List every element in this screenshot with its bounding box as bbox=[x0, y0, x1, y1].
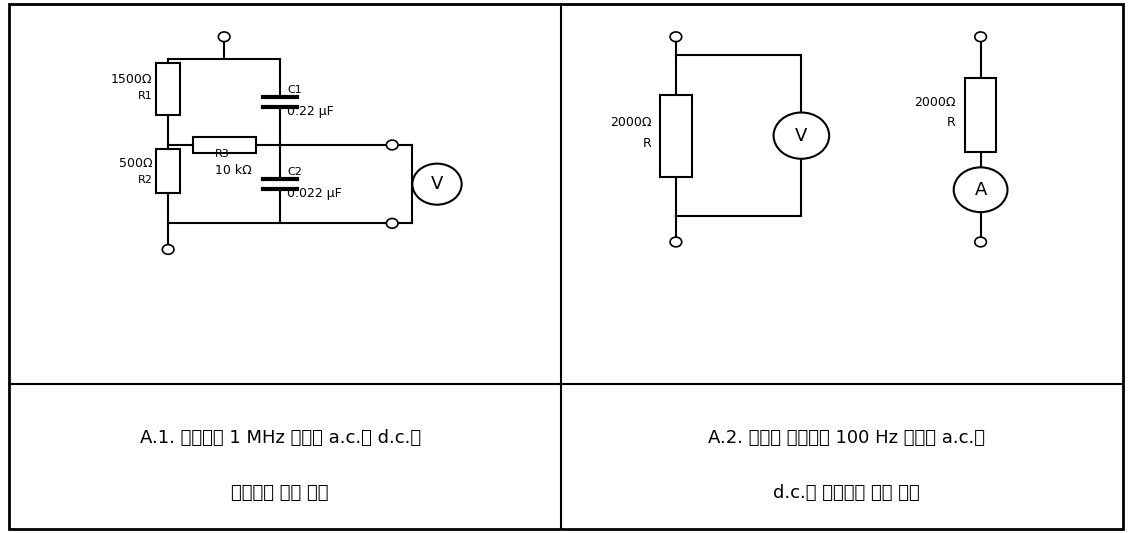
Bar bbox=[156, 149, 180, 193]
Text: R: R bbox=[643, 136, 651, 150]
Text: R1: R1 bbox=[138, 92, 153, 101]
Text: 사용하는 측정 회로: 사용하는 측정 회로 bbox=[231, 484, 329, 502]
Text: 0.22 μF: 0.22 μF bbox=[286, 105, 334, 118]
Text: R: R bbox=[947, 116, 955, 129]
Text: 2000Ω: 2000Ω bbox=[915, 95, 955, 109]
Circle shape bbox=[670, 237, 681, 247]
Text: 500Ω: 500Ω bbox=[119, 157, 153, 170]
Circle shape bbox=[953, 167, 1007, 212]
Bar bbox=[156, 63, 180, 115]
Text: A.2. 정현파 주파수가 100 Hz 이하인 a.c.와: A.2. 정현파 주파수가 100 Hz 이하인 a.c.와 bbox=[708, 429, 985, 447]
Circle shape bbox=[386, 140, 398, 150]
Text: 1500Ω: 1500Ω bbox=[111, 73, 153, 86]
Text: C2: C2 bbox=[286, 167, 302, 177]
Text: d.c.에 사용하는 측정 회로: d.c.에 사용하는 측정 회로 bbox=[773, 484, 919, 502]
Circle shape bbox=[975, 237, 986, 247]
Circle shape bbox=[162, 245, 174, 254]
Text: V: V bbox=[795, 127, 807, 144]
Text: 10 kΩ: 10 kΩ bbox=[215, 164, 252, 176]
Text: 0.022 μF: 0.022 μF bbox=[286, 187, 342, 200]
Bar bbox=[660, 94, 692, 176]
Text: A: A bbox=[975, 181, 987, 199]
Text: C1: C1 bbox=[286, 85, 301, 95]
Circle shape bbox=[412, 164, 462, 205]
Text: R3: R3 bbox=[215, 149, 230, 159]
Circle shape bbox=[670, 32, 681, 42]
Text: 2000Ω: 2000Ω bbox=[610, 116, 651, 129]
Bar bbox=[192, 137, 256, 153]
Text: V: V bbox=[431, 175, 444, 193]
Text: R2: R2 bbox=[138, 175, 153, 185]
Circle shape bbox=[773, 112, 829, 159]
Circle shape bbox=[386, 219, 398, 228]
Bar bbox=[964, 78, 996, 152]
Circle shape bbox=[218, 32, 230, 42]
Text: A.1. 주파수가 1 MHz 이하인 a.c.와 d.c.에: A.1. 주파수가 1 MHz 이하인 a.c.와 d.c.에 bbox=[139, 429, 421, 447]
Circle shape bbox=[975, 32, 986, 42]
